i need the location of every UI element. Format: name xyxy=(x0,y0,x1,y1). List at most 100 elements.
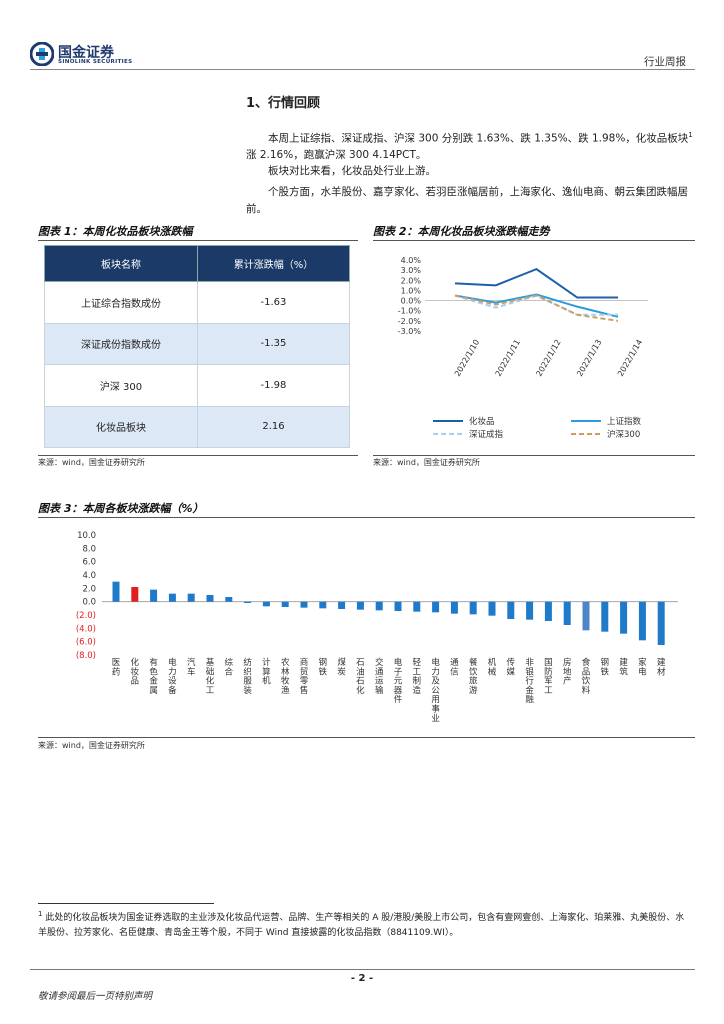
y-tick-label: -2.0% xyxy=(398,317,422,326)
x-tick-label: 建筑 xyxy=(619,657,628,677)
bar xyxy=(150,589,158,602)
bar xyxy=(112,581,120,602)
figure2-title-rule xyxy=(373,240,695,241)
table-row: 化妆品板块 2.16 xyxy=(44,405,351,448)
bar xyxy=(356,601,364,610)
y-tick-label: 3.0% xyxy=(401,266,422,275)
bar xyxy=(394,601,402,611)
table-header-row: 板块名称 累计涨跌幅（%） xyxy=(44,245,351,282)
table-cell-name: 上证综合指数成份 xyxy=(44,281,198,324)
x-tick-label: 有色金属 xyxy=(149,657,158,696)
x-tick-label: 2022/1/11 xyxy=(494,338,522,378)
x-tick-label: 石油石化 xyxy=(356,658,365,696)
table-cell-name: 深证成份指数成份 xyxy=(44,322,198,365)
x-tick-label: 钢铁 xyxy=(601,657,610,677)
footnote-divider xyxy=(38,903,214,904)
x-tick-label: 通信 xyxy=(450,657,459,677)
para1-text-a: 本周上证综指、深证成指、沪深 300 分别跌 1.63%、跌 1.35%、跌 1… xyxy=(268,132,636,145)
bar xyxy=(244,601,252,603)
table-header-change: 累计涨跌幅（%） xyxy=(196,245,351,282)
bar xyxy=(319,601,327,609)
series-line xyxy=(454,294,618,316)
bar xyxy=(638,601,646,641)
legend-label: 沪深300 xyxy=(607,429,640,440)
y-tick-label: 2.0 xyxy=(82,584,96,594)
x-tick-label: 电力设备 xyxy=(168,657,177,696)
header-divider xyxy=(30,69,695,70)
table-cell-name: 化妆品板块 xyxy=(44,405,198,448)
table-header-name: 板块名称 xyxy=(44,245,198,282)
bar xyxy=(168,593,176,602)
bar xyxy=(469,601,477,615)
page-number: - 2 - xyxy=(350,973,374,984)
paragraph-market-review: 本周上证综指、深证成指、沪深 300 分别跌 1.63%、跌 1.35%、跌 1… xyxy=(246,127,696,164)
footnote-text: 此处的化妆品板块为国金证券选取的主业涉及化妆品代运营、品牌、生产等相关的 A 股… xyxy=(38,913,685,938)
table-row: 深证成份指数成份 -1.35 xyxy=(44,322,351,365)
y-tick-label: (6.0) xyxy=(76,638,96,648)
bar xyxy=(563,601,571,625)
bar xyxy=(526,601,534,620)
x-tick-label: 2022/1/10 xyxy=(453,338,481,378)
bar xyxy=(281,601,289,607)
x-tick-label: 2022/1/14 xyxy=(616,338,644,378)
figure1-title: 图表 1：本周化妆品板块涨跌幅 xyxy=(38,225,193,238)
bar xyxy=(582,601,590,631)
figure3-bottom-rule xyxy=(38,737,695,738)
y-tick-label: 2.0% xyxy=(401,276,422,285)
footnote-ref: 1 xyxy=(688,131,693,139)
x-tick-label: 商贸零售 xyxy=(300,657,309,696)
bar xyxy=(657,601,665,645)
para1-text-c: 涨 2.16%，跑赢沪深 300 4.14PCT。 xyxy=(246,149,427,161)
x-tick-label: 2022/1/12 xyxy=(534,338,562,378)
paragraph-stocks: 个股方面，水羊股份、嘉亨家化、若羽臣涨幅居前，上海家化、逸仙电商、朝云集团跌幅居… xyxy=(246,186,688,215)
x-tick-label: 电力及公用事业 xyxy=(431,657,440,724)
para1-text-b: 化妆品板块 xyxy=(635,132,689,145)
x-tick-label: 建材 xyxy=(657,657,666,677)
figure3-title: 图表 3：本周各板块涨跌幅（%） xyxy=(38,502,204,515)
table-cell-value: -1.35 xyxy=(196,322,351,365)
report-type: 行业周报 xyxy=(644,56,686,68)
footnote-mark: 1 xyxy=(38,910,43,918)
x-tick-label: 轻工制造 xyxy=(413,657,422,696)
x-tick-label: 国防军工 xyxy=(544,658,553,696)
bar xyxy=(413,601,421,612)
table-row: 沪深 300 -1.98 xyxy=(44,364,351,407)
bar xyxy=(225,597,233,602)
bar xyxy=(450,601,458,614)
figure1-source: 来源：wind，国金证券研究所 xyxy=(38,458,145,467)
x-tick-label: 综合 xyxy=(225,657,234,677)
x-tick-label: 钢铁 xyxy=(319,657,328,677)
y-tick-label: 0.0% xyxy=(401,297,422,306)
x-tick-label: 煤炭 xyxy=(337,657,346,677)
x-tick-label: 汽车 xyxy=(187,657,196,677)
sector-bar-chart: 10.0 8.0 6.0 4.0 2.0 0.0 (2.0) (4.0) (6.0) (8.0) 医… xyxy=(76,531,678,724)
paragraph-sector-compare: 板块对比来看，化妆品处行业上游。 xyxy=(268,165,436,177)
bar xyxy=(187,593,195,602)
trend-line-chart: 4.0%3.0%2.0%1.0% 0.0%-1.0%-2.0%-3.0% 2022/… xyxy=(398,256,648,440)
x-tick-label: 医药 xyxy=(112,658,121,677)
x-tick-label: 家电 xyxy=(638,657,647,677)
x-tick-label: 房地产 xyxy=(563,657,572,687)
x-tick-label: 电子元器件 xyxy=(394,657,403,705)
figure1-bottom-rule xyxy=(38,455,358,456)
figure1-title-rule xyxy=(38,240,358,241)
series-line xyxy=(454,294,619,322)
table-row: 上证综合指数成份 -1.63 xyxy=(44,281,351,324)
bar xyxy=(131,587,139,602)
brand-name: 国金证券 xyxy=(58,45,114,61)
bar xyxy=(262,601,270,607)
section-title: 1、行情回顾 xyxy=(246,96,321,111)
brand-logo-icon xyxy=(30,42,54,66)
x-tick-label: 农林牧渔 xyxy=(281,657,290,696)
bar xyxy=(300,601,308,608)
bar xyxy=(432,601,440,613)
x-tick-label: 食品饮料 xyxy=(582,657,591,696)
figure2-source: 来源：wind，国金证券研究所 xyxy=(373,458,480,467)
x-tick-label: 计算机 xyxy=(262,657,271,687)
table-cell-name: 沪深 300 xyxy=(44,364,198,407)
figure3-title-rule xyxy=(38,517,695,518)
y-tick-label: 1.0% xyxy=(401,286,422,295)
table-cell-value: 2.16 xyxy=(196,405,351,448)
y-tick-label: 0.0 xyxy=(82,598,96,608)
table-cell-value: -1.63 xyxy=(196,281,351,324)
